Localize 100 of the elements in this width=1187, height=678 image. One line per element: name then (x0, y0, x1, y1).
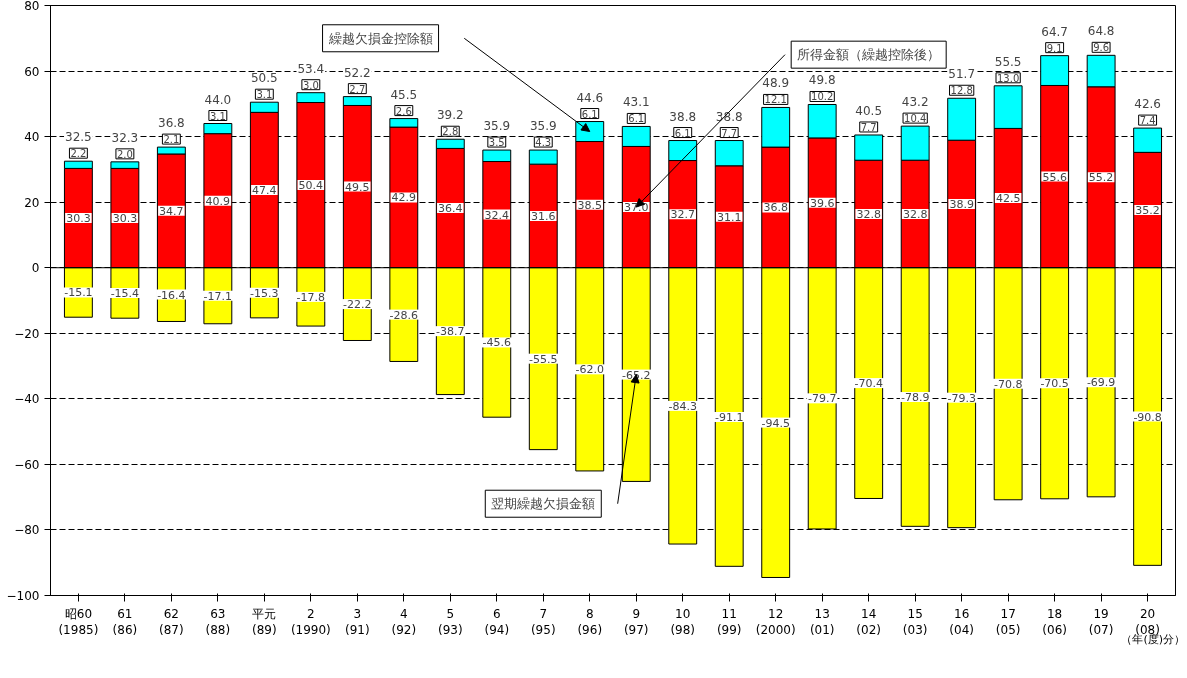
data-label: 32.4 (484, 208, 510, 222)
data-label: 9.6 (1093, 42, 1110, 54)
annotation: 35.9 (483, 119, 511, 134)
annotation: 45.5 (390, 87, 418, 102)
data-label: -70.4 (854, 377, 883, 391)
annotation: 49.8 (808, 73, 836, 88)
y-tick-label: −40 (14, 392, 40, 407)
data-label: -15.4 (110, 286, 140, 300)
data-label: 37.0 (624, 201, 649, 215)
annotation: 53.4 (297, 61, 325, 76)
data-label: 31.6 (531, 209, 556, 223)
data-label: 3.1 (209, 110, 226, 122)
annotation: 44.6 (576, 90, 604, 105)
x-tick-label: 63 (88) (205, 606, 231, 638)
y-tick-label: 20 (24, 195, 40, 210)
data-label: -28.6 (389, 308, 419, 322)
data-label: -70.8 (993, 377, 1023, 391)
data-label: 55.2 (1088, 171, 1114, 185)
data-label: 55.6 (1042, 170, 1067, 184)
data-label: -15.3 (250, 286, 279, 300)
data-label: 6.1 (628, 113, 645, 125)
annotation: 32.3 (111, 130, 139, 145)
data-label: -16.4 (157, 288, 186, 302)
x-tick-label: 7 (95) (530, 606, 556, 638)
data-label: 32.8 (856, 207, 881, 221)
data-label: -79.7 (807, 392, 837, 406)
data-label: 3.1 (256, 89, 273, 101)
annotation: 48.9 (762, 76, 790, 91)
data-label: -69.9 (1086, 376, 1116, 390)
data-label: -22.2 (343, 298, 372, 312)
data-label: -62.0 (575, 363, 604, 377)
annotation: 52.2 (343, 65, 371, 80)
data-label: 50.4 (298, 179, 324, 193)
x-tick-label: 3 (91) (345, 606, 370, 638)
x-tick-label: 19 (07) (1088, 606, 1114, 638)
x-tick-label: 10 (98) (670, 606, 696, 638)
text: 繰越欠損金控除額 (327, 30, 433, 46)
x-tick-label: 12 (2000) (755, 606, 796, 638)
data-label: 2.0 (116, 148, 133, 160)
annotation: 40.5 (855, 103, 883, 118)
data-label: 36.8 (763, 201, 788, 215)
data-label: 30.3 (112, 212, 138, 226)
data-label: 32.7 (670, 208, 695, 222)
data-label: -79.3 (947, 391, 976, 405)
x-tick-label: 14 (02) (856, 606, 882, 638)
data-label: 9.1 (1046, 42, 1063, 54)
y-tick-label: −100 (6, 589, 40, 603)
data-label: 13.0 (997, 72, 1020, 84)
data-label: 7.7 (860, 121, 877, 133)
data-label: 10.4 (904, 113, 927, 125)
annotation: 43.2 (901, 95, 929, 110)
x-tick-label: 9 (97) (623, 606, 649, 638)
data-label: 3.0 (302, 79, 319, 91)
annotation: 38.8 (669, 109, 697, 124)
data-label: 36.4 (438, 202, 463, 216)
data-label: 2.1 (163, 134, 180, 146)
annotation: 55.5 (994, 54, 1022, 69)
x-tick-label: 昭60 (1985) (58, 606, 99, 638)
text: 所得金額（繰越控除後） (797, 47, 941, 63)
data-label: 34.7 (159, 204, 184, 218)
x-tick-label: 4 (92) (391, 606, 417, 638)
data-label: -84.3 (668, 399, 697, 413)
data-label: 4.3 (535, 137, 552, 149)
annotation: 42.6 (1134, 97, 1161, 112)
data-label: -90.8 (1133, 410, 1162, 424)
x-tick-label: 17 (05) (995, 606, 1021, 638)
annotation: 35.9 (529, 119, 557, 134)
x-tick-label: 6 (94) (484, 606, 510, 638)
data-label: 2.7 (349, 83, 366, 95)
data-label: 7.4 (1139, 115, 1156, 127)
data-label: 40.9 (205, 194, 231, 208)
data-label: 39.6 (809, 196, 835, 210)
x-tick-label: 18 (06) (1042, 606, 1067, 638)
data-label: 35.2 (1135, 204, 1160, 218)
x-tick-label: 15 (03) (902, 606, 928, 638)
data-label: 3.5 (488, 137, 505, 149)
x-tick-label: 11 (99) (716, 606, 742, 638)
x-tick-label: 62 (87) (159, 606, 184, 638)
x-tick-label: 13 (01) (809, 606, 835, 638)
data-label: 42.5 (995, 192, 1021, 206)
data-label: 32.8 (902, 207, 928, 221)
y-tick-label: −60 (14, 457, 40, 472)
annotation: 39.2 (436, 108, 464, 123)
y-tick-label: −80 (14, 523, 40, 538)
data-label: -94.5 (761, 416, 790, 430)
data-label: 38.9 (949, 197, 974, 211)
data-label: 6.1 (581, 108, 598, 120)
data-label: 38.5 (577, 198, 603, 212)
data-label: 31.1 (716, 210, 742, 224)
x-tick-label: 61 (86) (112, 606, 138, 638)
data-label: 7.7 (721, 127, 738, 139)
annotation: 43.1 (622, 95, 650, 110)
data-label: -91.1 (714, 411, 744, 425)
y-tick-label: 60 (24, 64, 40, 79)
data-label: -78.9 (900, 391, 930, 405)
y-tick-label: 80 (24, 0, 40, 13)
data-label: -17.8 (296, 290, 326, 304)
data-label: 2.6 (395, 105, 412, 117)
data-label: 2.2 (70, 148, 87, 160)
data-label: 2.8 (442, 126, 459, 138)
